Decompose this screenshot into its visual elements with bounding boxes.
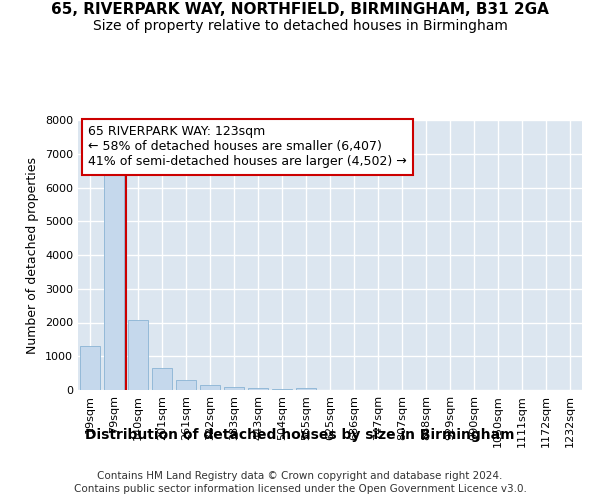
Bar	[152, 368, 172, 390]
Text: 65 RIVERPARK WAY: 123sqm
← 58% of detached houses are smaller (6,407)
41% of sem: 65 RIVERPARK WAY: 123sqm ← 58% of detach…	[88, 126, 407, 168]
Bar	[176, 380, 196, 390]
Y-axis label: Number of detached properties: Number of detached properties	[26, 156, 40, 354]
Bar	[200, 386, 220, 390]
Bar	[224, 388, 244, 390]
Bar	[296, 388, 316, 390]
Bar	[248, 388, 268, 390]
Bar	[80, 346, 100, 390]
Text: Distribution of detached houses by size in Birmingham: Distribution of detached houses by size …	[85, 428, 515, 442]
Text: Contains HM Land Registry data © Crown copyright and database right 2024.: Contains HM Land Registry data © Crown c…	[97, 471, 503, 481]
Text: Size of property relative to detached houses in Birmingham: Size of property relative to detached ho…	[92, 19, 508, 33]
Text: Contains public sector information licensed under the Open Government Licence v3: Contains public sector information licen…	[74, 484, 526, 494]
Bar	[104, 167, 124, 390]
Bar	[128, 320, 148, 390]
Text: 65, RIVERPARK WAY, NORTHFIELD, BIRMINGHAM, B31 2GA: 65, RIVERPARK WAY, NORTHFIELD, BIRMINGHA…	[51, 2, 549, 18]
